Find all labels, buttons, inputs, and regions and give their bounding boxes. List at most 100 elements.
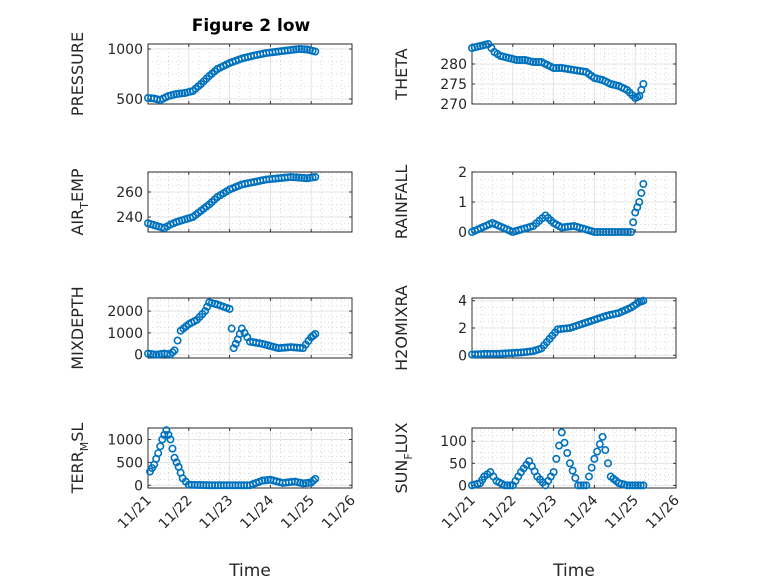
axes-frame: [471, 427, 677, 489]
y-axis-label: RAINFALL: [392, 165, 411, 240]
y-tick-label: 0: [458, 348, 467, 364]
data-point: [636, 481, 645, 490]
y-axis-label: AIRTEMP: [68, 168, 91, 235]
y-tick-label: 1: [458, 195, 467, 211]
y-axis-label: MIXDEPTH: [68, 286, 87, 369]
y-tick-label: 100: [440, 434, 467, 450]
data-point: [229, 344, 238, 353]
data-point: [311, 173, 320, 182]
data-point: [172, 458, 181, 467]
data-point: [627, 228, 636, 237]
y-axis-label: SUNFLUX: [392, 422, 415, 493]
y-tick-label: 1000: [107, 326, 143, 342]
x-tick-label: 11/23: [521, 493, 561, 533]
x-tick-label: 11/23: [197, 493, 237, 533]
data-point: [311, 47, 320, 56]
data-point: [633, 481, 642, 490]
y-tick-label: 0: [134, 348, 143, 364]
axes-box: [471, 427, 677, 489]
y-tick-label: 500: [116, 92, 143, 108]
y-tick-label: 275: [440, 77, 467, 93]
y-tick-label: 280: [440, 57, 467, 73]
x-axis-label: Time: [552, 561, 595, 581]
data-point: [590, 454, 599, 463]
x-tick-label: 11/22: [480, 493, 520, 533]
data-point: [166, 435, 175, 444]
data-point: [518, 55, 527, 64]
subplot-7: 0 500 1000 11/21 11/22 11/23 11/24 11/25 11/26 Ti…: [68, 423, 359, 581]
data-point: [515, 55, 524, 64]
subplot-3: 240 260 AIRTEMP: [68, 168, 353, 236]
data-point: [154, 449, 163, 458]
subplot-6: 0 2 4 H2OMIXRA: [392, 285, 677, 371]
data-point: [631, 481, 640, 490]
data-point: [156, 442, 165, 451]
y-axis-label: THETA: [392, 48, 411, 100]
data-point: [568, 466, 577, 475]
data-point: [582, 481, 591, 490]
data-point: [168, 348, 177, 357]
data-point: [294, 44, 303, 53]
axes-frame: [147, 43, 353, 105]
y-tick-label: 240: [116, 210, 143, 226]
data-point: [635, 198, 644, 207]
y-tick-label: 4: [458, 294, 467, 310]
data-point: [158, 435, 167, 444]
y-axis-label: H2OMIXRA: [392, 285, 411, 371]
data-point: [628, 481, 637, 490]
data-point: [286, 173, 295, 182]
x-tick-label: 11/24: [561, 492, 601, 532]
data-point: [170, 453, 179, 462]
data-point: [297, 45, 306, 54]
axes-frame: [147, 171, 353, 233]
y-tick-label: 1000: [107, 42, 143, 58]
data-point: [201, 307, 210, 316]
data-point: [552, 454, 561, 463]
data-point: [164, 430, 173, 439]
data-point: [168, 444, 177, 453]
data-point: [571, 473, 580, 482]
data-point: [500, 481, 509, 490]
data-point: [552, 64, 561, 73]
x-tick-label: 11/26: [319, 492, 359, 532]
x-tick-label: 11/22: [156, 493, 196, 533]
y-tick-label: 2: [458, 165, 467, 181]
subplot-8: 0 50 100 11/21 11/22 11/23 11/24 11/25 11/26 Time…: [392, 422, 683, 581]
data-point: [587, 463, 596, 472]
data-point: [639, 481, 648, 490]
y-tick-label: 0: [458, 478, 467, 494]
data-point: [294, 173, 303, 182]
data-point: [163, 349, 172, 358]
figure-title: Figure 2 low: [192, 16, 311, 36]
data-point: [512, 55, 521, 64]
data-point: [289, 173, 298, 182]
x-tick-label: 11/24: [237, 492, 277, 532]
data-point: [503, 481, 512, 490]
data-point: [565, 459, 574, 468]
data-point: [231, 339, 240, 348]
data-point: [297, 173, 306, 182]
x-tick-label: 11/21: [115, 493, 155, 533]
data-point: [560, 438, 569, 447]
y-tick-label: 260: [116, 185, 143, 201]
y-tick-label: 0: [134, 478, 143, 494]
data-point: [603, 459, 612, 468]
data-point: [529, 57, 538, 66]
data-point: [593, 447, 602, 456]
data-point: [300, 45, 309, 54]
y-tick-label: 50: [449, 456, 467, 472]
data-point: [295, 343, 304, 352]
data-point: [549, 64, 558, 73]
data-point: [531, 57, 540, 66]
data-point: [549, 468, 558, 477]
y-tick-label: 2: [458, 321, 467, 337]
data-point: [639, 180, 648, 189]
subplot-5: 0 1000 2000 MIXDEPTH: [68, 286, 353, 370]
data-point: [311, 329, 320, 338]
data-point: [227, 324, 236, 333]
data-point: [557, 428, 566, 437]
data-point: [292, 173, 301, 182]
data-point: [623, 481, 632, 490]
data-point: [300, 174, 309, 183]
